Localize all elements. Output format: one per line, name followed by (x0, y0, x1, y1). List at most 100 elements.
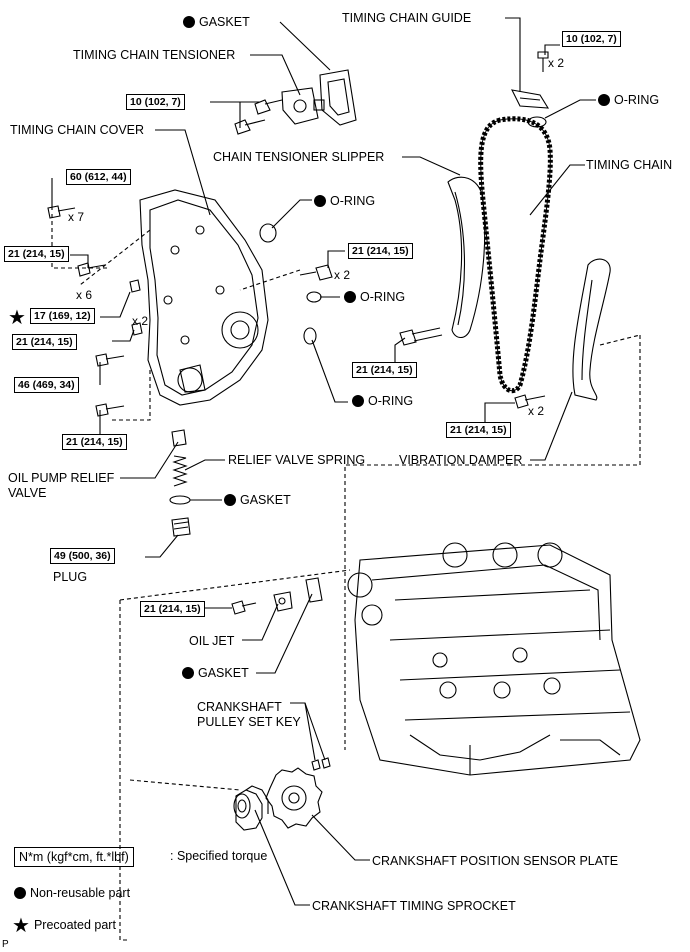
label-o-ring-guide: O-RING (598, 93, 659, 107)
torque-oil-jet-bolt: 21 (214, 15) (140, 601, 205, 617)
precoated-marker-17: ★ (8, 307, 30, 329)
leader-o-ring-guide (544, 99, 596, 119)
label-oil-pump-relief-valve-2: VALVE (8, 486, 47, 500)
dashed-cover-mid (79, 229, 151, 286)
legend-torque-text: : Specified torque (170, 849, 268, 863)
torque-cover-21-a: 21 (214, 15) (4, 246, 69, 262)
oil-pump-relief-valve-part (171, 429, 187, 447)
dashed-block-top (119, 569, 351, 601)
page-mark: P (2, 939, 9, 950)
qty-cover-x7: x 7 (68, 210, 85, 224)
leader-sensor-plate (311, 814, 370, 861)
crankshaft-timing-sprocket-part (235, 789, 263, 831)
label-chain-tensioner-slipper: CHAIN TENSIONER SLIPPER (213, 150, 385, 164)
oil-jet-part (273, 591, 293, 612)
leader-plug (145, 534, 179, 558)
non-reusable-marker-icon (224, 494, 236, 506)
dashed-right-bolt (239, 269, 301, 291)
dashed-crank (129, 779, 241, 791)
legend-torque-box: N*m (kgf*cm, ft.*lbf) (14, 847, 134, 867)
leader-relief-valve (120, 441, 179, 479)
filled-circle-icon (14, 887, 26, 899)
torque-cover-21-c: 21 (214, 15) (62, 434, 127, 450)
label-plug: PLUG (53, 570, 88, 584)
engine-block-part (354, 544, 641, 776)
leader-slipper (402, 156, 461, 176)
leader-oil-jet (242, 603, 279, 641)
leader-tensioner (250, 54, 301, 96)
torque-tensioner-bolt: 10 (102, 7) (126, 94, 185, 110)
non-reusable-marker-icon (182, 667, 194, 679)
label-gasket-jet: GASKET (182, 666, 249, 680)
label-o-ring-cover: O-RING (314, 194, 375, 208)
label-crankshaft-timing-sprocket: CRANKSHAFT TIMING SPROCKET (312, 899, 516, 913)
crankshaft-position-sensor-plate-part (265, 767, 323, 829)
dashed-block-right (344, 335, 641, 750)
leader-gasket-top (279, 21, 331, 71)
qty-guide-x2: x 2 (548, 56, 565, 70)
leader-o-ring-low (311, 339, 348, 403)
label-timing-chain: TIMING CHAIN (586, 158, 673, 172)
gasket-valve-part (169, 495, 191, 505)
star-icon: ★ (12, 915, 30, 937)
label-timing-chain-guide: TIMING CHAIN GUIDE (342, 11, 472, 25)
timing-chain-cover-part (139, 189, 269, 406)
qty-cover-right-x2: x 2 (334, 268, 351, 282)
label-crankshaft-pulley-set-key-2: PULLEY SET KEY (197, 715, 301, 729)
label-timing-chain-cover: TIMING CHAIN COVER (10, 123, 145, 137)
leader-spring (184, 459, 225, 471)
leader-set-key-2 (304, 702, 316, 761)
legend-precoated: ★ Precoated part (12, 915, 116, 937)
leader-cover (155, 129, 211, 216)
o-ring-low-part (303, 327, 317, 345)
label-oil-jet: OIL JET (189, 634, 235, 648)
non-reusable-marker-icon (598, 94, 610, 106)
qty-damper-x2: x 2 (528, 404, 545, 418)
leader-guide-bolt (544, 44, 560, 55)
vibration-damper-part (572, 258, 611, 401)
torque-cover-17: 17 (169, 12) (30, 308, 95, 324)
leader-set-key (290, 702, 326, 761)
qty-cover-x6: x 6 (76, 288, 93, 302)
leader-timing-chain (529, 164, 585, 216)
label-o-ring-mid: O-RING (344, 290, 405, 304)
torque-cover-21-b: 21 (214, 15) (12, 334, 77, 350)
crankshaft-pulley-set-key-part (311, 759, 321, 771)
torque-cover-60: 60 (612, 44) (66, 169, 131, 185)
non-reusable-marker-icon (183, 16, 195, 28)
non-reusable-marker-icon (352, 395, 364, 407)
leader-17 (100, 291, 131, 318)
leader-damper (530, 391, 573, 461)
legend-non-reusable: Non-reusable part (14, 886, 130, 900)
leader-o-ring-cover (271, 199, 312, 229)
o-ring-cover-part (259, 223, 277, 243)
non-reusable-marker-icon (314, 195, 326, 207)
gasket-jet-part (305, 577, 323, 603)
plug-part (171, 517, 191, 537)
label-crankshaft-pulley-set-key-1: CRANKSHAFT (197, 700, 282, 714)
chain-guide-part (511, 89, 550, 109)
torque-guide-bolt: 10 (102, 7) (562, 31, 621, 47)
leader-gasket-jet (256, 593, 313, 674)
gasket-top-part (319, 69, 357, 126)
label-crankshaft-position-sensor-plate: CRANKSHAFT POSITION SENSOR PLATE (372, 854, 619, 868)
o-ring-mid-part (306, 291, 322, 303)
torque-cover-46: 46 (469, 34) (14, 377, 79, 393)
dashed-damper (599, 334, 641, 346)
label-gasket-valve: GASKET (224, 493, 291, 507)
label-vibration-damper: VIBRATION DAMPER (399, 453, 523, 467)
leader-21right (327, 250, 345, 268)
label-timing-chain-tensioner: TIMING CHAIN TENSIONER (73, 48, 236, 62)
timing-chain-part (478, 116, 553, 394)
qty-cover-mid-x2: x 2 (132, 314, 149, 328)
dashed-cover-low (110, 370, 151, 421)
leader-damper-bolt (484, 402, 515, 430)
star-icon: ★ (8, 307, 26, 329)
label-oil-pump-relief-valve-1: OIL PUMP RELIEF (8, 471, 115, 485)
label-relief-valve-spring: RELIEF VALVE SPRING (228, 453, 366, 467)
relief-valve-spring-part (172, 455, 188, 487)
tensioner-part (281, 87, 319, 125)
leader-sprocket (254, 809, 310, 906)
